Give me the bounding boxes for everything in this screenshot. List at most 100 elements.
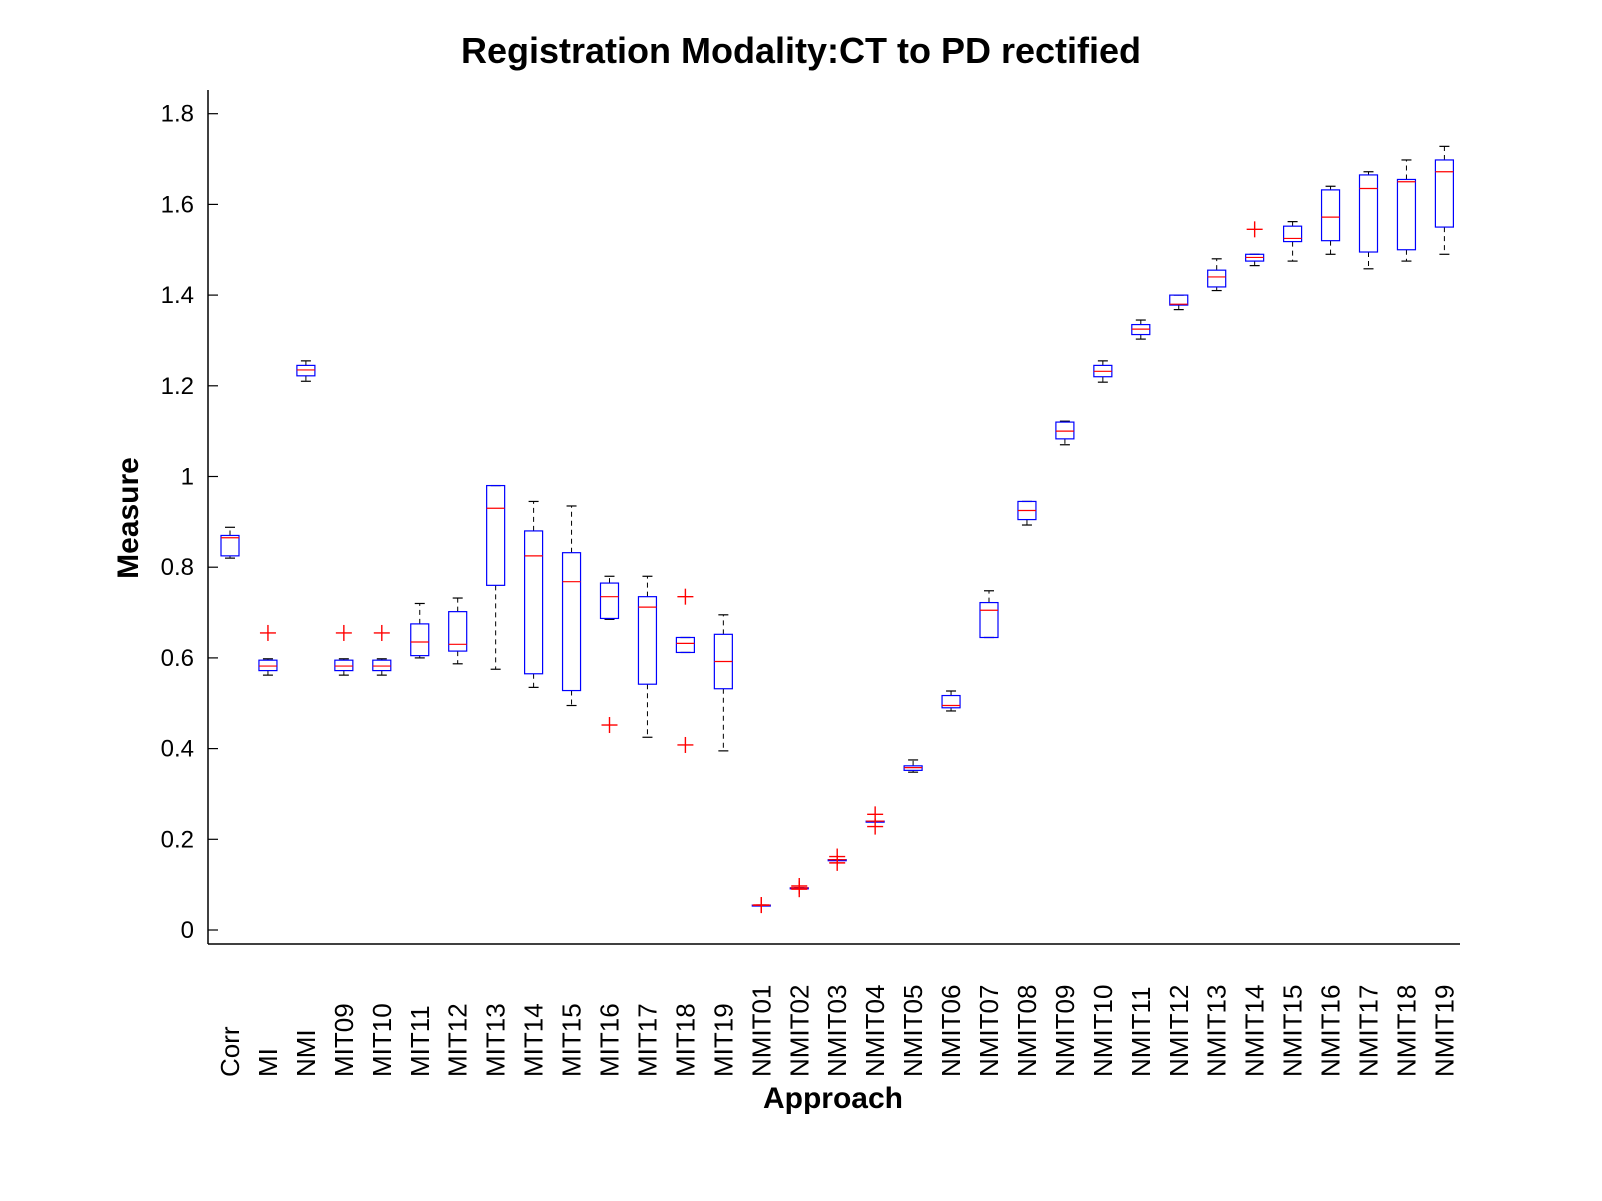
x-tick-label: MIT14 <box>519 1003 549 1077</box>
outlier-marker <box>677 736 694 753</box>
box-MIT11 <box>410 602 430 659</box>
y-tick-label: 0.2 <box>161 826 194 853</box>
x-tick-label: NMIT16 <box>1316 985 1346 1077</box>
x-category-labels: Corr MI NMI MIT09 MIT10 MIT11 MIT12 MIT13 MIT14 M… <box>215 985 1459 1077</box>
x-tick-label: MIT12 <box>443 1003 473 1077</box>
box-NMIT18 <box>1396 159 1417 262</box>
box-iqr <box>1434 159 1455 228</box>
boxes <box>220 145 1455 914</box>
box-iqr <box>599 582 620 620</box>
outlier-marker <box>829 854 846 871</box>
box-Corr <box>220 526 240 559</box>
box-NMIT08 <box>1017 500 1037 526</box>
box-NMIT05 <box>903 759 923 773</box>
box-iqr <box>941 694 961 709</box>
x-tick-label: NMIT19 <box>1429 985 1459 1077</box>
y-tick-label: 0.8 <box>161 554 194 581</box>
box-NMIT15 <box>1282 221 1303 262</box>
x-tick-label: NMIT05 <box>898 985 928 1077</box>
x-tick-label: NMIT04 <box>860 985 890 1077</box>
y-tick-label: 1.6 <box>161 191 194 218</box>
box-iqr <box>410 623 430 657</box>
box-MIT13 <box>486 484 506 670</box>
box-NMIT14 <box>1245 221 1265 267</box>
box-iqr <box>1396 178 1417 251</box>
x-tick-label: MIT10 <box>367 1003 397 1077</box>
box-iqr <box>1055 421 1075 440</box>
box-iqr <box>675 636 696 654</box>
outlier-marker <box>373 624 390 641</box>
box-NMIT06 <box>941 690 961 712</box>
box-NMI <box>296 360 316 382</box>
box-NMIT03 <box>827 848 847 871</box>
box-MIT17 <box>637 575 658 738</box>
box-MIT10 <box>372 624 392 676</box>
x-tick-label: MIT15 <box>557 1003 587 1077</box>
box-NMIT10 <box>1093 360 1113 383</box>
box-iqr <box>979 601 999 639</box>
box-iqr <box>296 364 316 377</box>
y-tick-label: 0.4 <box>161 736 194 763</box>
x-tick-label: MIT18 <box>670 1003 700 1077</box>
box-NMIT16 <box>1320 185 1341 255</box>
box-iqr <box>523 530 544 675</box>
box-iqr <box>1207 269 1227 288</box>
x-tick-label: NMIT08 <box>1012 985 1042 1077</box>
box-iqr <box>1169 294 1189 306</box>
box-iqr <box>561 552 582 692</box>
outlier-marker <box>259 624 276 641</box>
x-tick-label: Corr <box>215 1026 245 1077</box>
box-MIT09 <box>334 624 354 676</box>
box-MIT14 <box>523 500 544 688</box>
x-tick-label: NMIT09 <box>1050 985 1080 1077</box>
x-tick-label: MIT16 <box>595 1003 625 1077</box>
y-axis-label: Measure <box>112 457 145 579</box>
box-NMIT17 <box>1358 171 1379 270</box>
outlier-marker <box>791 881 808 898</box>
box-MIT16 <box>599 575 620 734</box>
box-NMIT11 <box>1131 319 1151 340</box>
box-MIT15 <box>561 505 582 707</box>
box-NMIT02 <box>789 878 809 898</box>
box-MIT18 <box>675 588 696 753</box>
y-ticks: 0 0.2 0.4 0.6 0.8 1 1.2 1.4 1.6 1.8 <box>161 101 218 944</box>
x-tick-label: MIT17 <box>632 1003 662 1077</box>
box-iqr <box>448 611 468 652</box>
box-iqr <box>1282 225 1303 243</box>
x-tick-label: MIT09 <box>329 1003 359 1077</box>
x-tick-label: NMIT10 <box>1088 985 1118 1077</box>
box-iqr <box>1358 174 1379 253</box>
box-iqr <box>637 596 658 685</box>
box-NMIT07 <box>979 590 999 639</box>
box-MI <box>258 624 278 676</box>
x-tick-label: NMIT12 <box>1164 985 1194 1077</box>
x-tick-label: NMIT17 <box>1354 985 1384 1077</box>
x-tick-label: MIT13 <box>481 1003 511 1077</box>
axes <box>207 90 1460 945</box>
x-axis-label: Approach <box>763 1082 903 1115</box>
outlier-marker <box>753 897 770 914</box>
box-NMIT01 <box>751 897 771 914</box>
box-iqr <box>486 484 506 586</box>
x-tick-label: NMIT02 <box>784 985 814 1077</box>
outlier-marker <box>867 818 884 835</box>
x-tick-label: NMIT18 <box>1391 985 1421 1077</box>
x-tick-label: NMIT01 <box>746 985 776 1077</box>
y-tick-label: 1.8 <box>161 101 194 128</box>
box-NMIT13 <box>1207 258 1227 292</box>
y-tick-label: 1.4 <box>161 282 194 309</box>
box-NMIT09 <box>1055 420 1075 446</box>
outlier-marker <box>1246 221 1263 238</box>
y-tick-label: 0 <box>181 917 194 944</box>
x-tick-label: MIT19 <box>708 1003 738 1077</box>
x-tick-label: NMI <box>291 1029 321 1077</box>
y-tick-label: 1 <box>181 464 194 491</box>
box-NMIT04 <box>865 806 885 835</box>
box-NMIT19 <box>1434 145 1455 255</box>
y-tick-label: 0.6 <box>161 645 194 672</box>
box-iqr <box>258 659 278 672</box>
outlier-marker <box>335 624 352 641</box>
x-tick-label: NMIT15 <box>1278 985 1308 1077</box>
chart-title: Registration Modality:CT to PD rectified <box>461 30 1141 71</box>
outlier-marker <box>601 717 618 734</box>
